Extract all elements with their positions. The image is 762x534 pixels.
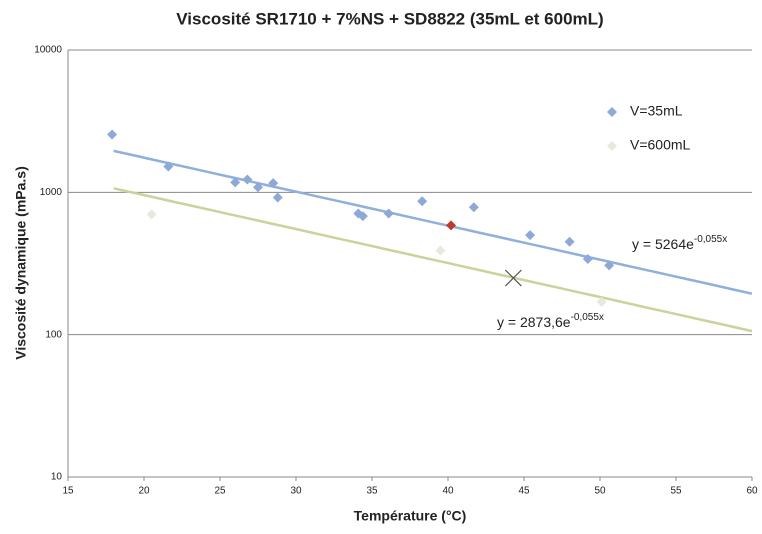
chart-title: Viscosité SR1710 + 7%NS + SD8822 (35mL e…: [176, 9, 603, 28]
y-tick-label: 1000: [40, 187, 63, 198]
equation-base: y = 5264e: [632, 236, 694, 252]
point: [564, 236, 575, 247]
x-tick-label: 45: [518, 486, 530, 497]
legend-marker: [607, 107, 617, 117]
point: [504, 269, 522, 287]
point: [268, 178, 279, 189]
point: [272, 192, 283, 203]
point: [230, 177, 241, 188]
point: [146, 209, 157, 220]
equation-exponent: -0,055x: [694, 234, 727, 245]
point: [107, 129, 118, 140]
point: [163, 161, 174, 172]
x-tick-label: 30: [290, 486, 302, 497]
legend-marker: [607, 141, 617, 151]
trendline: [113, 187, 753, 333]
equation-exponent: -0,055x: [571, 312, 604, 323]
point: [417, 196, 428, 207]
y-tick-label: 100: [45, 329, 62, 340]
point: [596, 296, 607, 307]
x-tick-label: 35: [366, 486, 378, 497]
point: [253, 182, 263, 193]
trendline: [113, 149, 753, 295]
point: [383, 208, 394, 219]
point: [525, 230, 536, 241]
x-tick-label: 55: [670, 486, 682, 497]
trendline-equation: y = 5264e-0,055x: [632, 234, 727, 252]
equation-base: y = 2873,6e: [497, 314, 571, 330]
x-tick-label: 50: [594, 486, 606, 497]
point: [435, 245, 446, 256]
y-tick-label: 10: [51, 472, 63, 483]
point: [446, 220, 457, 231]
legend-label: V=35mL: [630, 103, 683, 119]
point: [468, 202, 479, 213]
point: [604, 260, 615, 271]
trendline-equation: y = 2873,6e-0,055x: [497, 312, 604, 330]
point: [242, 174, 253, 185]
x-tick-label: 20: [138, 486, 150, 497]
legend-label: V=600mL: [630, 137, 691, 153]
x-tick-label: 60: [746, 486, 758, 497]
point: [357, 211, 368, 222]
x-tick-label: 15: [62, 486, 74, 497]
x-axis-label: Température (°C): [354, 508, 467, 524]
x-tick-label: 40: [442, 486, 454, 497]
y-axis-label: Viscosité dynamique (mPa.s): [13, 166, 29, 359]
y-tick-label: 10000: [34, 45, 62, 56]
point: [582, 254, 593, 265]
x-tick-label: 25: [214, 486, 226, 497]
